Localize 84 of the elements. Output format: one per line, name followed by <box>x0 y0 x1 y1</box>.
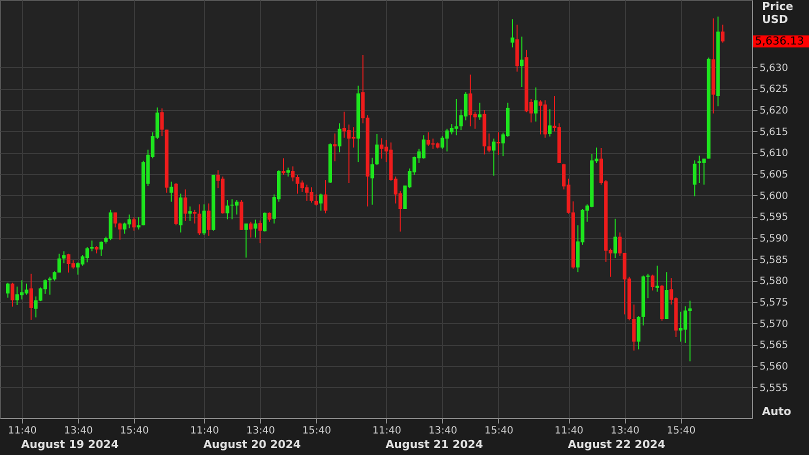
candlestick <box>136 216 140 230</box>
candlestick <box>198 204 202 236</box>
candlestick <box>375 133 379 166</box>
text: August 20 2024 <box>203 438 302 451</box>
text: August 22 2024 <box>568 438 666 451</box>
y-tick-label: 5,585 <box>760 254 788 266</box>
candlestick <box>99 240 104 256</box>
candlestick <box>720 24 725 44</box>
candlestick <box>254 219 258 238</box>
candlestick <box>226 200 230 220</box>
text: August 19 2024 <box>21 438 119 451</box>
candlestick <box>62 250 66 264</box>
candlestick <box>370 157 374 206</box>
candlestick <box>118 222 122 240</box>
candlestick <box>188 206 192 222</box>
candlestick <box>333 133 337 162</box>
candlestick <box>262 212 267 232</box>
y-tick-label: 5,570 <box>760 318 788 330</box>
candlestick <box>113 212 118 228</box>
candlestick <box>319 193 323 212</box>
y-tick-label: 5,565 <box>760 340 788 352</box>
y-tick-label: 5,560 <box>760 361 788 372</box>
y-tick-label: 5,575 <box>760 297 788 308</box>
x-tick-label: 13:40 <box>428 426 458 436</box>
candlestick <box>655 265 660 292</box>
candlestick <box>258 220 262 244</box>
candlestick <box>613 218 618 259</box>
candlestick <box>85 246 90 263</box>
x-tick-label: 11:40 <box>554 426 584 436</box>
x-tick-label: 15:40 <box>302 426 332 436</box>
candlestick <box>487 133 491 153</box>
candlestick <box>29 273 33 320</box>
text: Auto <box>762 405 792 418</box>
y-tick-label: 5,600 <box>760 190 788 202</box>
candlestick <box>338 122 342 153</box>
x-tick-label: 11:40 <box>190 426 219 436</box>
x-tick-label: 13:40 <box>610 426 640 436</box>
y-tick-label: 5,620 <box>760 106 788 117</box>
candlestick <box>202 204 206 236</box>
y-tick-label: 5,630 <box>760 62 788 74</box>
candlestick <box>160 108 164 137</box>
candlestick <box>496 132 500 156</box>
y-tick-label: 5,590 <box>760 234 788 245</box>
y-tick-label: 5,595 <box>760 212 788 224</box>
x-tick-label: 15:40 <box>666 426 696 436</box>
candlestick <box>170 181 174 202</box>
x-tick-label: 13:40 <box>246 426 276 436</box>
candlestick <box>127 214 132 229</box>
candlestick <box>650 274 654 291</box>
y-tick-label: 5,580 <box>760 276 788 288</box>
candlestick <box>492 138 496 176</box>
candlestick <box>632 304 636 352</box>
candlestick <box>478 102 482 120</box>
candlestick <box>34 296 38 318</box>
candlestick <box>184 188 188 222</box>
candlestick <box>282 158 286 176</box>
candlestick <box>206 202 211 236</box>
candlestick <box>692 160 696 197</box>
x-tick-label: 11:40 <box>8 426 37 436</box>
candlestick <box>548 108 552 137</box>
x-tick-label: 11:40 <box>372 426 402 436</box>
x-tick-label: 13:40 <box>64 426 93 436</box>
x-tick-label: 15:40 <box>120 426 149 436</box>
candlestick <box>10 282 14 308</box>
candlestick <box>534 86 538 122</box>
text: 5,636.13 <box>755 34 804 48</box>
candlestick <box>244 223 248 258</box>
y-tick-label: 5,615 <box>760 126 788 138</box>
candlestick <box>248 221 253 238</box>
y-tick-label: 5,555 <box>760 382 788 394</box>
x-tick-label: 15:40 <box>484 426 514 436</box>
candlestick <box>324 179 328 214</box>
y-axis-title: Price USD <box>762 0 794 26</box>
candlestick <box>268 212 272 222</box>
y-tick-label: 5,610 <box>760 148 788 160</box>
y-tick-label: 5,625 <box>760 84 788 96</box>
candlestick <box>234 200 239 216</box>
candlestick <box>510 18 514 48</box>
y-tick-label: 5,605 <box>760 170 788 181</box>
text: August 21 2024 <box>386 438 484 451</box>
candlestick <box>342 111 346 138</box>
candlestick <box>6 282 10 298</box>
candlestick <box>132 216 136 232</box>
candlestick <box>520 36 524 88</box>
